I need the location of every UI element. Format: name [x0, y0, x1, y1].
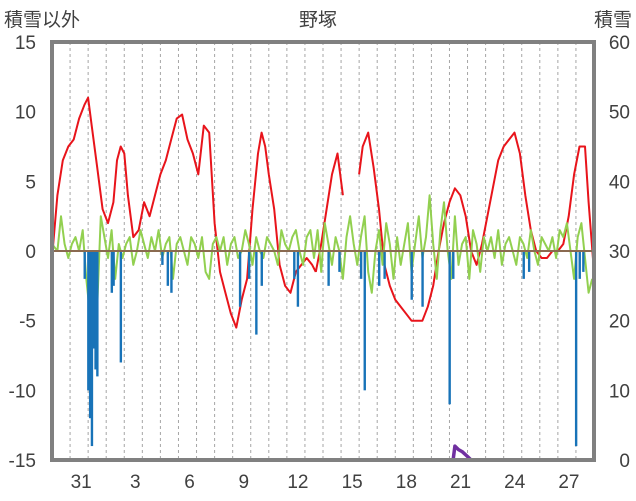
precip-bar — [83, 251, 86, 279]
left-axis-title: 積雪以外 — [4, 9, 80, 31]
left-tick-label: 5 — [25, 172, 36, 193]
precip-bar — [88, 251, 92, 419]
x-tick-label: 31 — [71, 472, 92, 493]
precip-bar — [522, 251, 525, 279]
precip-bar — [582, 251, 585, 272]
precip-bar — [578, 251, 581, 279]
precip-bar — [87, 251, 90, 391]
x-tick-label: 18 — [396, 472, 417, 493]
right-tick-label: 0 — [619, 451, 630, 472]
precip-bar — [96, 251, 99, 377]
x-tick-label: 21 — [450, 472, 471, 493]
left-tick-label: 15 — [15, 33, 36, 54]
precip-bar — [94, 251, 97, 370]
left-tick-label: -5 — [19, 312, 36, 333]
precip-bar — [338, 251, 341, 272]
series-line-3 — [51, 194, 594, 336]
right-axis-title: 積雪 — [594, 9, 632, 31]
left-axis-ticks: -15 -10 -5 0 5 10 15 — [9, 33, 36, 472]
x-tick-label: 24 — [504, 472, 526, 493]
precip-bar — [378, 251, 381, 286]
precip-bar — [363, 251, 366, 391]
precip-bar — [247, 251, 251, 279]
precip-bar — [166, 251, 170, 286]
precip-bar — [293, 251, 296, 279]
plot-frame — [50, 40, 596, 462]
precip-bar — [238, 251, 242, 307]
precip-bar — [170, 251, 173, 293]
left-tick-label: 10 — [15, 103, 36, 124]
right-tick-label: 10 — [609, 381, 630, 402]
precip-bar — [421, 251, 424, 307]
x-tick-label: 9 — [238, 472, 249, 493]
vertical-gridlines — [69, 42, 577, 460]
right-tick-label: 40 — [609, 172, 630, 193]
precip-bar — [527, 251, 531, 272]
right-axis-ticks: 0 10 20 30 40 50 60 — [609, 33, 630, 472]
precip-bar — [161, 251, 164, 265]
precip-bar — [410, 251, 413, 300]
precip-bar — [327, 251, 330, 286]
precip-bar — [92, 251, 95, 349]
right-tick-label: 60 — [609, 33, 630, 54]
precip-bar — [383, 251, 386, 279]
precip-bar — [359, 251, 363, 279]
x-tick-label: 3 — [130, 472, 141, 493]
x-tick-label: 27 — [558, 472, 579, 493]
precip-bar — [448, 251, 451, 405]
precip-bar — [296, 251, 300, 307]
precip-bar — [255, 251, 258, 335]
left-tick-label: -15 — [9, 451, 36, 472]
precip-bar — [452, 251, 455, 279]
precip-bar — [110, 251, 114, 293]
series-line-1 — [314, 152, 344, 273]
x-tick-label: 6 — [184, 472, 195, 493]
series-line-0 — [51, 96, 317, 329]
left-tick-label: 0 — [25, 242, 36, 263]
right-tick-label: 50 — [609, 103, 630, 124]
x-axis-ticks: 31 3 6 9 12 15 18 21 24 27 — [71, 472, 580, 493]
chart-title: 野塚 — [299, 9, 337, 31]
left-tick-label: -10 — [9, 381, 36, 402]
precip-bar — [112, 251, 115, 286]
precip-bar — [574, 251, 578, 447]
precip-bar — [119, 251, 123, 363]
x-tick-label: 12 — [287, 472, 308, 493]
right-tick-label: 20 — [609, 312, 630, 333]
x-tick-label: 15 — [342, 472, 363, 493]
right-tick-label: 30 — [609, 242, 630, 263]
series-line-2 — [358, 131, 595, 322]
precip-bar — [260, 251, 263, 286]
precip-bar — [90, 251, 94, 447]
